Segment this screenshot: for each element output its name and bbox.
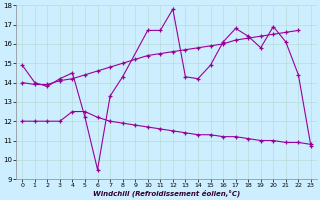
X-axis label: Windchill (Refroidissement éolien,°C): Windchill (Refroidissement éolien,°C): [93, 190, 240, 197]
